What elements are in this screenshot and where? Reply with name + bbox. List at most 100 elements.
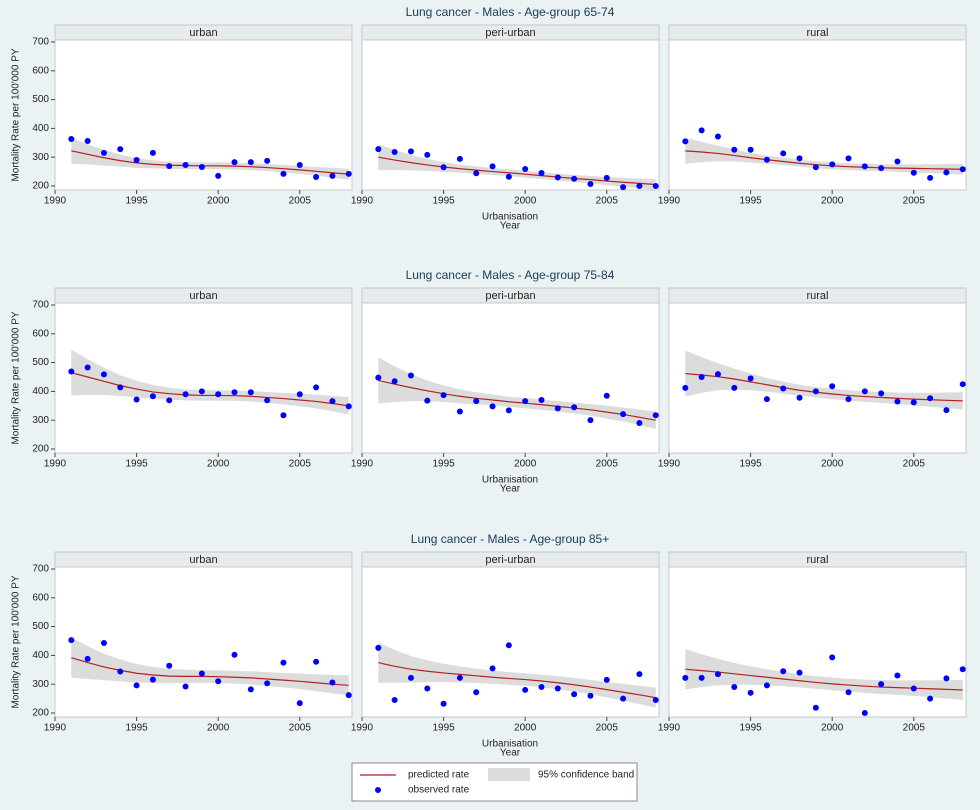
observed-point (424, 397, 431, 404)
observed-point (829, 383, 836, 390)
legend-label: predicted rate (408, 770, 470, 781)
observed-point (571, 175, 578, 182)
observed-point (682, 138, 689, 145)
observed-point (345, 403, 352, 410)
y-tick-label: 600 (32, 328, 49, 339)
observed-point (731, 384, 738, 391)
observed-point (100, 640, 107, 647)
observed-point (84, 655, 91, 662)
observed-point (407, 148, 414, 155)
plot-area (54, 566, 353, 718)
observed-point (329, 398, 336, 405)
strip (54, 287, 353, 304)
observed-point (264, 397, 271, 404)
observed-point (166, 163, 173, 170)
observed-point (440, 700, 447, 707)
observed-point (84, 364, 91, 371)
y-tick-label: 500 (32, 94, 49, 105)
observed-point (959, 666, 966, 673)
x-tick-label: 2005 (903, 196, 926, 207)
x-tick-label: 1995 (739, 196, 762, 207)
observed-point (182, 683, 189, 690)
observed-point (698, 674, 705, 681)
observed-point (959, 166, 966, 173)
observed-point (264, 680, 271, 687)
observed-point (812, 704, 819, 711)
observed-point (603, 676, 610, 683)
observed-point (910, 685, 917, 692)
observed-point (149, 393, 156, 400)
observed-point (166, 397, 173, 404)
observed-point (682, 674, 689, 681)
observed-point (280, 412, 287, 419)
observed-point (522, 398, 529, 405)
x-tick-label: 2000 (207, 459, 230, 470)
y-tick-label: 200 (32, 708, 49, 719)
observed-point (620, 184, 627, 191)
observed-point (296, 700, 303, 707)
observed-point (296, 161, 303, 168)
observed-point (456, 155, 463, 162)
observed-point (636, 671, 643, 678)
strip (361, 287, 660, 304)
x-tick-label: 1990 (44, 196, 67, 207)
observed-point (133, 682, 140, 689)
observed-point (198, 388, 205, 395)
observed-point (763, 682, 770, 689)
y-tick-label: 700 (32, 37, 49, 48)
observed-point (714, 671, 721, 678)
observed-point (812, 388, 819, 395)
observed-point (149, 676, 156, 683)
observed-point (714, 133, 721, 140)
observed-point (829, 161, 836, 168)
observed-point (603, 392, 610, 399)
observed-point (149, 149, 156, 156)
legend-label: observed rate (408, 785, 470, 796)
observed-point (943, 407, 950, 414)
y-tick-label: 200 (32, 444, 49, 455)
observed-point (505, 173, 512, 180)
observed-point (391, 148, 398, 155)
observed-point (489, 665, 496, 672)
observed-point (100, 371, 107, 378)
x-tick-label: 2000 (821, 723, 844, 734)
observed-point (731, 684, 738, 691)
observed-point (894, 158, 901, 165)
observed-point (812, 164, 819, 171)
observed-point (538, 684, 545, 691)
observed-point (878, 390, 885, 397)
observed-point (587, 692, 594, 699)
x-tick-label: 1990 (351, 196, 374, 207)
panel-title: urban (189, 290, 217, 302)
observed-point (571, 691, 578, 698)
predicted-line (71, 657, 349, 686)
x-tick-label: 2005 (289, 459, 312, 470)
observed-point (215, 172, 222, 179)
observed-point (861, 163, 868, 170)
panel-title: peri-urban (485, 554, 535, 566)
y-tick-label: 500 (32, 621, 49, 632)
observed-point (763, 156, 770, 163)
y-tick-label: 700 (32, 300, 49, 311)
x-tick-label: 2000 (821, 196, 844, 207)
observed-point (845, 396, 852, 403)
observed-point (407, 372, 414, 379)
predicted-line (378, 156, 656, 186)
strip (54, 24, 353, 41)
x-tick-label: 1990 (351, 459, 374, 470)
observed-point (959, 381, 966, 388)
observed-point (620, 411, 627, 418)
observed-point (489, 163, 496, 170)
x-axis-label-2: Year (500, 221, 521, 232)
observed-point (456, 408, 463, 415)
observed-point (747, 146, 754, 153)
predicted-line (685, 372, 963, 402)
observed-point (280, 170, 287, 177)
observed-point (133, 157, 140, 164)
observed-point (375, 374, 382, 381)
x-tick-label: 2000 (821, 459, 844, 470)
x-tick-label: 2005 (596, 196, 619, 207)
row-title: Lung cancer - Males - Age-group 75-84 (406, 268, 615, 282)
observed-point (894, 398, 901, 405)
